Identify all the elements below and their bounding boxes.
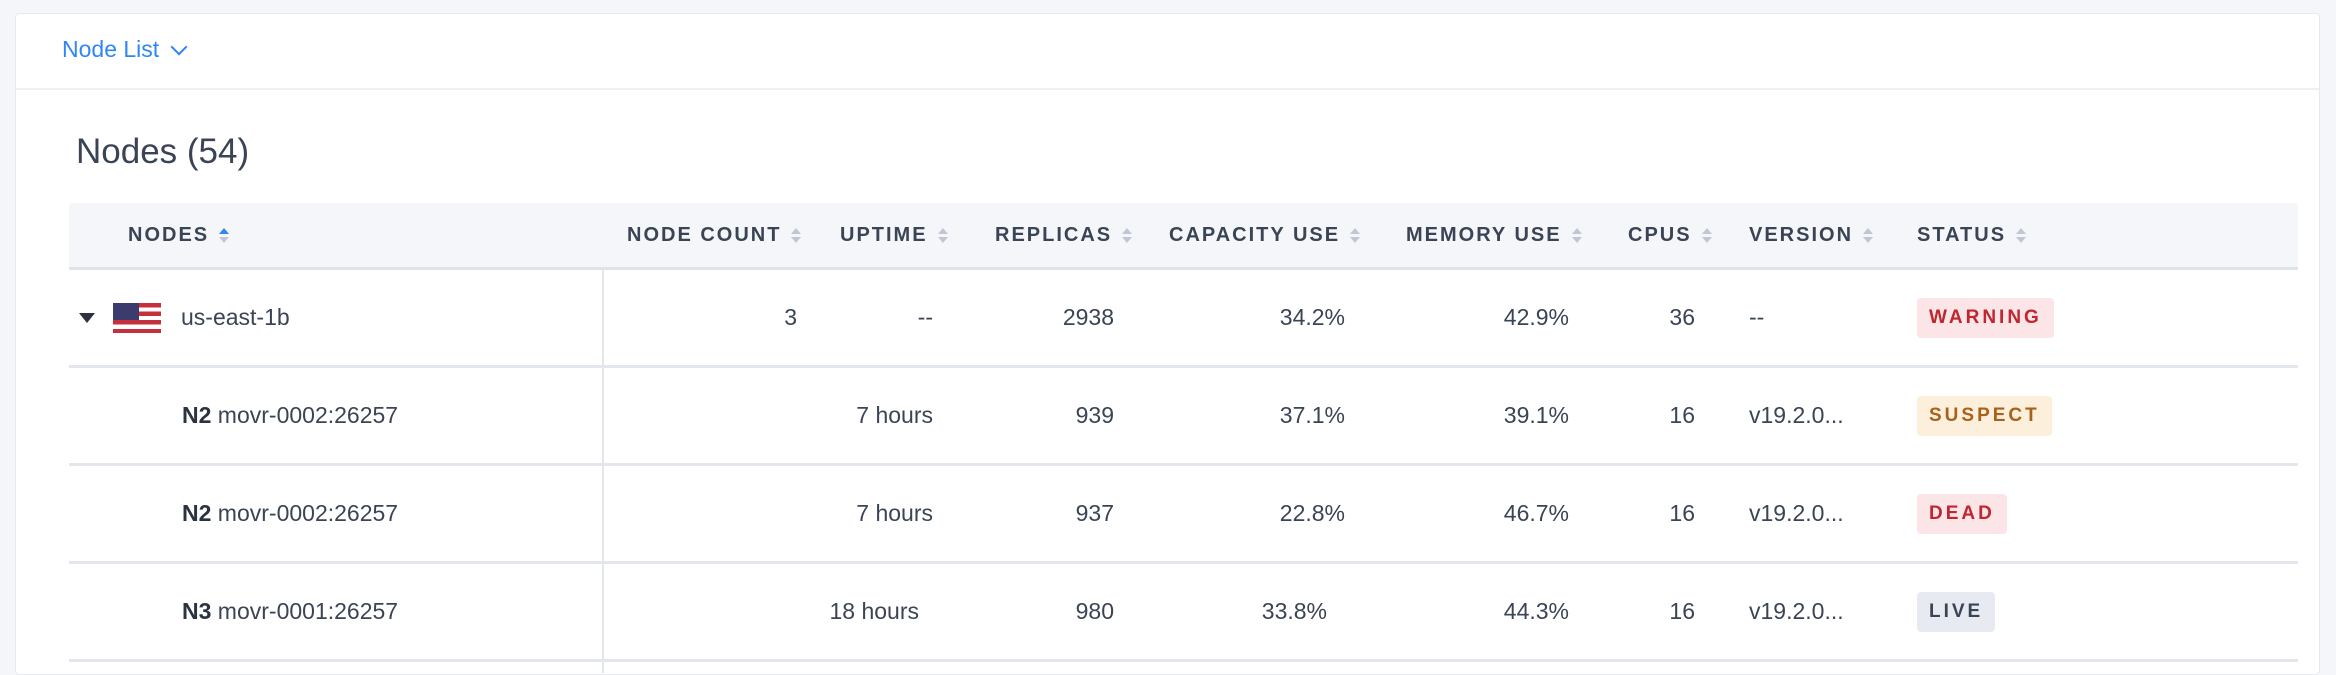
replicas-cell: 980 [1075, 598, 1114, 624]
node-count-cell: 3 [784, 304, 797, 330]
column-divider [602, 203, 604, 673]
status-badge: WARNING [1917, 297, 2054, 338]
replicas-cell: 937 [1075, 500, 1114, 526]
column-header-uptime[interactable]: UPTIME [840, 203, 948, 267]
column-header-label: MEMORY USE [1406, 223, 1562, 246]
sort-icon [791, 227, 802, 243]
column-header-label: UPTIME [840, 223, 928, 246]
status-badge: DEAD [1917, 493, 2007, 534]
sort-icon [219, 227, 230, 243]
top-bar: Node List [16, 14, 2319, 90]
column-header-label: CPUS [1628, 223, 1692, 246]
sort-icon [1701, 227, 1712, 243]
region-row[interactable]: us-east-1b 3 -- 2938 34.2% 42.9% 36 -- WARNING [69, 270, 2298, 368]
page-title: Nodes (54) [76, 132, 250, 171]
node-list-card: Node List Nodes (54) NODES NODE COUNT UPTI… [15, 13, 2320, 675]
status-badge: LIVE [1917, 591, 1996, 632]
node-name-cell: N2 movr-0002:26257 [182, 368, 398, 463]
chevron-down-icon [170, 38, 188, 55]
column-header-label: CAPACITY USE [1169, 223, 1341, 246]
column-header-version[interactable]: VERSION [1749, 203, 1874, 267]
sort-icon [1350, 227, 1361, 243]
column-header-nodes[interactable]: NODES [128, 203, 230, 267]
us-flag-icon [113, 302, 161, 333]
cpus-cell: 36 [1669, 304, 1695, 330]
node-id: N2 [182, 402, 212, 428]
capacity-use-cell: 34.2% [1279, 304, 1345, 330]
status-cell: DEAD [1917, 466, 2007, 561]
replicas-cell: 939 [1075, 402, 1114, 428]
node-name-cell: N3 movr-0001:26257 [182, 564, 398, 659]
version-cell: v19.2.0... [1749, 402, 1844, 428]
sort-icon [937, 227, 948, 243]
version-cell: v19.2.0... [1749, 500, 1844, 526]
sort-icon [1571, 227, 1582, 243]
node-id: N3 [182, 598, 212, 624]
column-header-memory-use[interactable]: MEMORY USE [1406, 203, 1582, 267]
memory-use-cell: 42.9% [1503, 304, 1569, 330]
sort-icon [1863, 227, 1874, 243]
column-header-label: STATUS [1917, 223, 2007, 246]
view-selector-dropdown[interactable]: Node List [62, 36, 188, 63]
table-header: NODES NODE COUNT UPTIME REPLICAS CAPACITY US… [69, 203, 2298, 270]
column-header-label: VERSION [1749, 223, 1854, 246]
memory-use-cell: 46.7% [1503, 500, 1569, 526]
memory-use-cell: 39.1% [1503, 402, 1569, 428]
column-header-status[interactable]: STATUS [1917, 203, 2027, 267]
node-name-cell: N2 movr-0002:26257 [182, 466, 398, 561]
version-cell: v19.2.0... [1749, 598, 1844, 624]
uptime-cell: -- [917, 304, 933, 330]
cpus-cell: 16 [1669, 500, 1695, 526]
node-row[interactable]: N2 movr-0002:26257 7 hours 939 37.1% 39.1% 16… [69, 368, 2298, 466]
node-address[interactable]: movr-0002:26257 [217, 500, 399, 526]
status-cell: LIVE [1917, 564, 1996, 659]
replicas-cell: 2938 [1062, 304, 1114, 330]
capacity-use-cell: 33.8% [1261, 598, 1327, 624]
region-name: us-east-1b [181, 304, 290, 330]
memory-use-cell: 44.3% [1503, 598, 1569, 624]
uptime-cell: 7 hours [856, 500, 933, 526]
column-header-capacity-use[interactable]: CAPACITY USE [1169, 203, 1361, 267]
column-header-node-count[interactable]: NODE COUNT [627, 203, 802, 267]
column-header-cpus[interactable]: CPUS [1628, 203, 1712, 267]
node-address[interactable]: movr-0001:26257 [217, 598, 399, 624]
node-name-cell: us-east-1b [79, 270, 290, 365]
column-header-label: NODES [128, 223, 210, 246]
uptime-cell: 7 hours [856, 402, 933, 428]
status-cell: SUSPECT [1917, 368, 2052, 463]
node-row[interactable]: N2 movr-0002:26257 7 hours 937 22.8% 46.7% 16… [69, 466, 2298, 564]
nodes-table: NODES NODE COUNT UPTIME REPLICAS CAPACITY US… [69, 203, 2298, 673]
uptime-cell: 18 hours [829, 598, 919, 624]
column-header-label: REPLICAS [995, 223, 1113, 246]
capacity-use-cell: 22.8% [1279, 500, 1345, 526]
cpus-cell: 16 [1669, 402, 1695, 428]
column-header-label: NODE COUNT [627, 223, 782, 246]
sort-icon [2016, 227, 2027, 243]
capacity-use-cell: 37.1% [1279, 402, 1345, 428]
collapse-triangle-icon[interactable] [79, 312, 95, 323]
node-id: N2 [182, 500, 212, 526]
status-cell: WARNING [1917, 270, 2054, 365]
version-cell: -- [1749, 304, 1765, 330]
view-selector-label: Node List [62, 36, 160, 62]
node-address[interactable]: movr-0002:26257 [217, 402, 399, 428]
cpus-cell: 16 [1669, 598, 1695, 624]
status-badge: SUSPECT [1917, 395, 2052, 436]
sort-icon [1122, 227, 1133, 243]
node-row[interactable]: N3 movr-0001:26257 18 hours 980 33.8% 44.3% 1… [69, 564, 2298, 662]
column-header-replicas[interactable]: REPLICAS [995, 203, 1133, 267]
